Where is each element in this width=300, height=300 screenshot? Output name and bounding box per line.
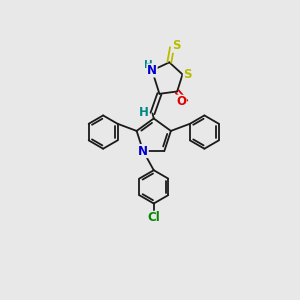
Text: H: H — [144, 60, 153, 70]
Text: N: N — [147, 64, 157, 77]
Text: N: N — [138, 145, 148, 158]
Text: S: S — [172, 39, 181, 52]
Text: S: S — [183, 68, 192, 81]
Text: O: O — [176, 95, 186, 108]
Text: Cl: Cl — [147, 211, 160, 224]
Text: H: H — [139, 106, 149, 119]
